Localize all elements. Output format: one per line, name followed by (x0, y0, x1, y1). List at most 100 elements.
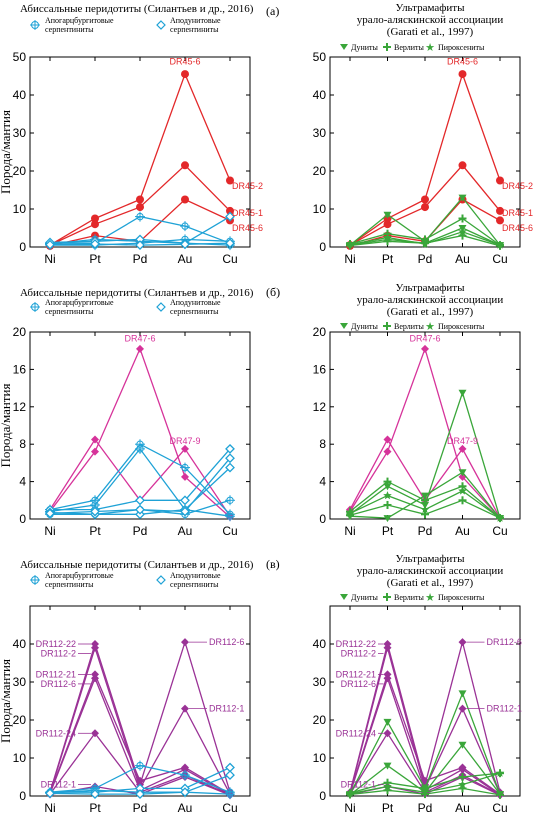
data-point (91, 447, 99, 456)
panel-label-b: (б) (266, 285, 280, 299)
legend-item-wehrlite-c: Верлиты (394, 593, 425, 602)
legend-item-dunite-serp-b: Аподунитовые (170, 298, 221, 307)
y-tick-label: 50 (313, 50, 327, 64)
data-point (135, 789, 145, 800)
data-point (458, 161, 467, 170)
x-tick-label: Au (178, 524, 193, 538)
annotation-label: DR112-22 (336, 639, 376, 649)
legend-marker-wehrlite-c (383, 593, 391, 601)
y-tick-label: 16 (13, 362, 27, 376)
y-tick-label: 20 (13, 164, 27, 178)
data-point (226, 206, 234, 215)
legend-right-title-c-3: (Garati et al., 1997) (387, 577, 474, 589)
data-point (225, 511, 235, 522)
data-point (180, 770, 190, 781)
legend-marker-wehrlite (383, 43, 391, 51)
legend-item-dunite-c: Дуниты (351, 593, 379, 602)
annotation-label: DR112-6 (487, 637, 522, 647)
data-point (91, 674, 99, 683)
x-tick-label: Au (178, 801, 193, 815)
data-point (135, 760, 145, 771)
x-tick-label: Pt (382, 801, 394, 815)
y-tick-label: 40 (13, 88, 27, 102)
data-point (495, 240, 505, 249)
data-point (383, 515, 392, 523)
data-point (225, 789, 235, 800)
y-tick-label: 10 (13, 202, 27, 216)
y-tick-label: 10 (13, 751, 27, 765)
legend-item-dunite-serp: Аподунитовые (170, 16, 221, 25)
data-point (225, 462, 235, 473)
data-point (496, 206, 504, 215)
data-point (458, 70, 467, 79)
data-point (383, 211, 392, 219)
data-point (181, 195, 189, 204)
legend-right-title-c: Ультрамафиты (396, 553, 466, 565)
data-point (45, 508, 55, 519)
data-point (45, 788, 55, 799)
data-point (136, 776, 144, 785)
data-point (383, 435, 392, 444)
data-point (421, 195, 429, 204)
data-point (421, 492, 429, 500)
data-point (421, 203, 429, 212)
data-point (45, 239, 55, 250)
data-point (91, 220, 99, 229)
data-point (383, 447, 392, 456)
y-axis-label: Порода/мантия (0, 110, 13, 194)
legend-item-dunite-serp-2: серпентиниты (170, 25, 219, 34)
legend-right-title-2: урало-аляскинской ассоциации (357, 14, 504, 26)
x-tick-label: Au (455, 252, 470, 266)
data-point (383, 762, 392, 770)
annotation-label: DR112-6 (209, 637, 244, 647)
chart-a-right: 0 10 20 30 40 50 Ni Pt Pd Au Cu DR45-6 DR45-2 DR45-1 D… (313, 50, 533, 266)
data-point (458, 486, 467, 495)
data-point (136, 203, 144, 212)
x-tick-label: Cu (222, 524, 237, 538)
legend-right-a: Ультрамафиты урало-аляскинской ассоциаци… (340, 2, 503, 54)
x-tick-label: Pd (133, 524, 148, 538)
series-6 (345, 486, 505, 522)
y-tick-label: 40 (313, 637, 327, 651)
annotation-label: DR112-2 (341, 649, 376, 659)
series-1 (46, 643, 234, 799)
y-tick-label: 10 (313, 751, 327, 765)
panel-label-c: (в) (266, 557, 280, 571)
data-point (458, 389, 467, 397)
data-point (458, 444, 467, 453)
legend-item-harzburgite-2: серпентиниты (45, 25, 94, 34)
legend-item-dunite-serp-c-2: серпентиниты (170, 580, 219, 589)
y-tick-label: 30 (313, 675, 327, 689)
data-point (225, 495, 235, 506)
y-tick-label: 0 (19, 789, 26, 803)
data-point (181, 444, 189, 453)
legend-marker-dunite-serp-b (156, 302, 166, 312)
data-point (458, 690, 467, 698)
y-tick-label: 20 (13, 325, 27, 339)
y-axis-label: Порода/мантия (0, 659, 13, 743)
data-point (181, 70, 189, 79)
legend-left-title-b: Абиссальные перидотиты (Силантьев и др.,… (20, 287, 254, 299)
plot-frame (29, 331, 251, 520)
legend-right-title-b-2: урало-аляскинской ассоциации (357, 294, 504, 306)
data-point (91, 643, 99, 652)
annotation-label: DR112-24 (36, 728, 76, 738)
legend-left-title: Абиссальные перидотиты (Силантьев и др.,… (20, 3, 254, 15)
data-point (225, 443, 235, 454)
x-tick-label: Ni (344, 252, 355, 266)
data-point (421, 344, 429, 353)
x-tick-label: Pd (418, 801, 433, 815)
legend-left-b: Абиссальные перидотиты (Силантьев и др.,… (20, 287, 254, 316)
data-point (458, 704, 467, 713)
legend-left-title-c: Абиссальные перидотиты (Силантьев и др.,… (20, 559, 254, 571)
data-point (90, 789, 100, 800)
annotation-label: DR112-21 (336, 669, 376, 679)
legend-item-harzburgite-b: Апогарцбургитовые (45, 298, 114, 307)
series-10 (345, 768, 505, 798)
y-tick-label: 40 (13, 637, 27, 651)
data-point (496, 216, 504, 225)
y-tick-label: 0 (319, 240, 326, 254)
legend-right-b: Ультрамафиты урало-аляскинской ассоциаци… (340, 282, 503, 333)
legend-item-harzburgite-c: Апогарцбургитовые (45, 571, 114, 580)
legend-right-c: Ультрамафиты урало-аляскинской ассоциаци… (340, 553, 503, 604)
